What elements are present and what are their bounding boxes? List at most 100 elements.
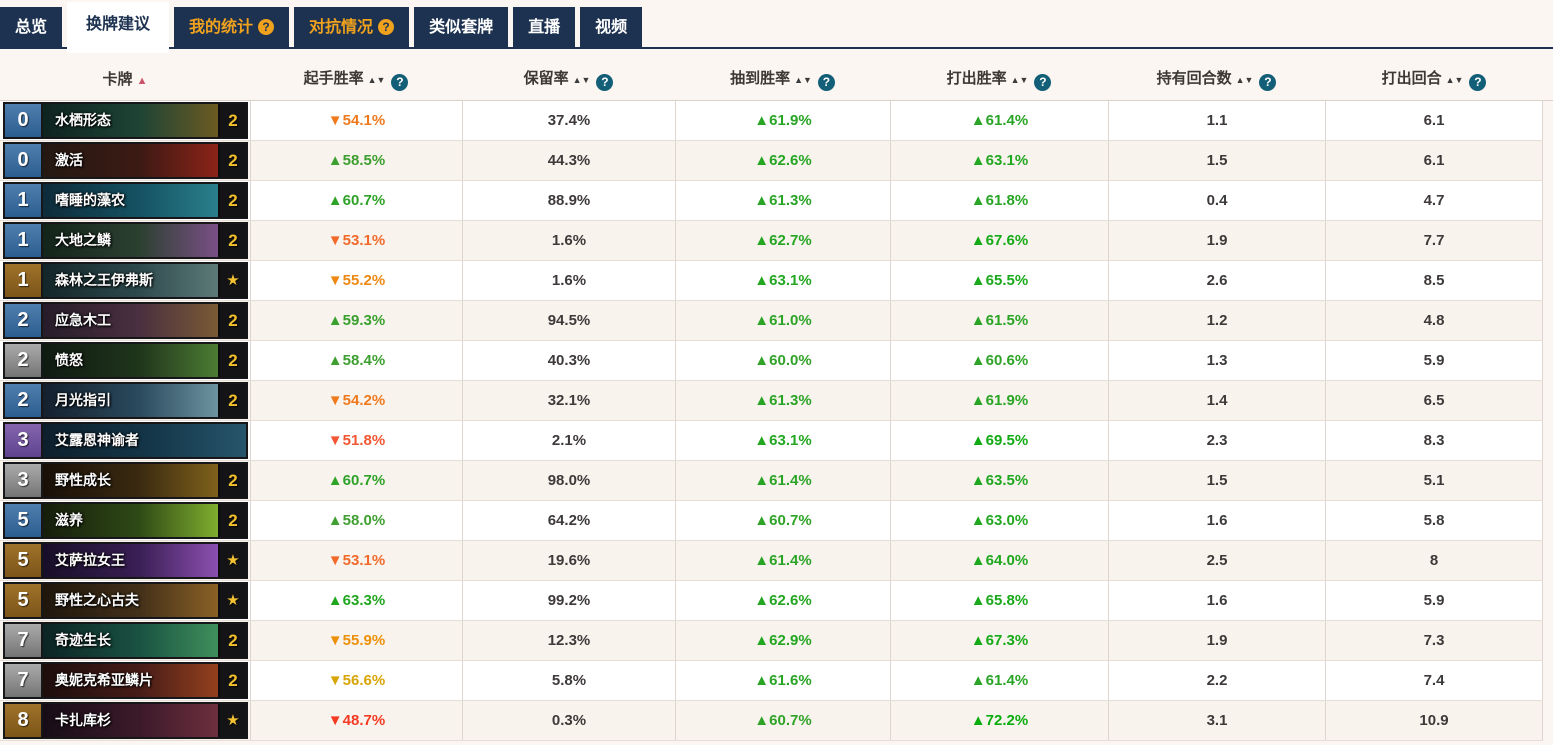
- played-winrate: ▲72.2%: [890, 701, 1108, 740]
- table-row: 7 奥妮克希亚鳞片 2 ▼56.6% 5.8% ▲61.6% ▲61.4% 2.…: [0, 661, 1543, 701]
- card-name: 月光指引: [55, 392, 111, 408]
- help-icon[interactable]: ?: [258, 19, 275, 35]
- turn-played: 6.5: [1325, 381, 1543, 420]
- tab-label: 我的统计: [189, 19, 254, 36]
- column-header-played-winrate[interactable]: 打出胜率 ▲▼?: [890, 59, 1108, 91]
- kept-rate: 5.8%: [462, 661, 675, 700]
- card-tile[interactable]: 7 奇迹生长 2: [3, 622, 248, 659]
- tab-label: 类似套牌: [429, 19, 494, 36]
- help-icon[interactable]: ?: [1259, 73, 1277, 91]
- drawn-winrate: ▲61.9%: [675, 101, 890, 140]
- turns-held: 1.9: [1108, 621, 1325, 660]
- card-name: 滋养: [55, 512, 83, 528]
- mana-cost: 2: [5, 384, 43, 417]
- tab-label: 换牌建议: [86, 16, 151, 33]
- card-art: 水栖形态: [43, 104, 218, 137]
- turn-played: 8.5: [1325, 261, 1543, 300]
- card-count: 2: [218, 144, 246, 177]
- column-header-turns-held[interactable]: 持有回合数 ▲▼?: [1108, 59, 1325, 91]
- card-tile[interactable]: 2 月光指引 2: [3, 382, 248, 419]
- mana-cost: 1: [5, 184, 43, 217]
- column-label: 打出回合: [1381, 69, 1442, 87]
- card-name: 奇迹生长: [55, 632, 111, 648]
- help-icon[interactable]: ?: [378, 19, 395, 35]
- card-name: 奥妮克希亚鳞片: [55, 672, 153, 688]
- tab-0[interactable]: 总览: [0, 7, 63, 48]
- column-header-drawn-winrate[interactable]: 抽到胜率 ▲▼?: [675, 59, 890, 91]
- card-tile[interactable]: 1 大地之鳞 2: [3, 222, 248, 259]
- card-art: 应急木工: [43, 304, 218, 337]
- card-cell: 8 卡扎库杉 ★: [0, 701, 250, 740]
- card-art: 滋养: [43, 504, 218, 537]
- tab-2[interactable]: 我的统计?: [174, 7, 290, 48]
- kept-rate: 2.1%: [462, 421, 675, 460]
- tab-3[interactable]: 对抗情况?: [294, 7, 410, 48]
- column-header-kept-rate[interactable]: 保留率 ▲▼?: [462, 59, 675, 91]
- sort-icons: ▲▼: [572, 74, 591, 85]
- card-tile[interactable]: 2 愤怒 2: [3, 342, 248, 379]
- turns-held: 1.4: [1108, 381, 1325, 420]
- help-icon[interactable]: ?: [596, 73, 614, 91]
- card-art: 森林之王伊弗斯: [43, 264, 218, 297]
- played-winrate: ▲61.5%: [890, 301, 1108, 340]
- sort-asc-icon: ▲: [136, 75, 148, 87]
- card-name: 野性成长: [55, 472, 111, 488]
- card-tile[interactable]: 1 嗜睡的藻农 2: [3, 182, 248, 219]
- card-tile[interactable]: 7 奥妮克希亚鳞片 2: [3, 662, 248, 699]
- drawn-winrate: ▲61.3%: [675, 181, 890, 220]
- card-tile[interactable]: 0 激活 2: [3, 142, 248, 179]
- mulligan-winrate: ▼53.1%: [250, 221, 462, 260]
- played-winrate: ▲64.0%: [890, 541, 1108, 580]
- card-tile[interactable]: 8 卡扎库杉 ★: [3, 702, 248, 739]
- sort-icons: ▲▼: [1010, 74, 1029, 85]
- played-winrate: ▲61.9%: [890, 381, 1108, 420]
- help-icon[interactable]: ?: [817, 73, 835, 91]
- card-cell: 7 奇迹生长 2: [0, 621, 250, 660]
- card-tile[interactable]: 1 森林之王伊弗斯 ★: [3, 262, 248, 299]
- kept-rate: 64.2%: [462, 501, 675, 540]
- column-header-card[interactable]: 卡牌 ▲: [0, 60, 250, 89]
- card-tile[interactable]: 3 野性成长 2: [3, 462, 248, 499]
- sort-icons: ▲▼: [1445, 74, 1464, 85]
- card-tile[interactable]: 5 滋养 2: [3, 502, 248, 539]
- card-tile[interactable]: 0 水栖形态 2: [3, 102, 248, 139]
- turn-played: 6.1: [1325, 141, 1543, 180]
- help-icon[interactable]: ?: [1469, 73, 1487, 91]
- mulligan-winrate: ▲58.0%: [250, 501, 462, 540]
- card-art: 野性之心古夫: [43, 584, 218, 617]
- card-count: ★: [218, 704, 246, 737]
- mana-cost: 5: [5, 504, 43, 537]
- card-tile[interactable]: 5 野性之心古夫 ★: [3, 582, 248, 619]
- played-winrate: ▲65.5%: [890, 261, 1108, 300]
- table-row: 3 野性成长 2 ▲60.7% 98.0% ▲61.4% ▲63.5% 1.5 …: [0, 461, 1543, 501]
- tab-1[interactable]: 换牌建议: [67, 2, 170, 53]
- help-icon[interactable]: ?: [1034, 73, 1052, 91]
- card-tile[interactable]: 5 艾萨拉女王 ★: [3, 542, 248, 579]
- card-cell: 1 大地之鳞 2: [0, 221, 250, 260]
- table-row: 0 水栖形态 2 ▼54.1% 37.4% ▲61.9% ▲61.4% 1.1 …: [0, 101, 1543, 141]
- card-tile[interactable]: 2 应急木工 2: [3, 302, 248, 339]
- tab-6[interactable]: 视频: [580, 7, 643, 48]
- mana-cost: 2: [5, 304, 43, 337]
- mulligan-table-body: 0 水栖形态 2 ▼54.1% 37.4% ▲61.9% ▲61.4% 1.1 …: [0, 100, 1553, 741]
- turns-held: 2.6: [1108, 261, 1325, 300]
- mulligan-table-header: 卡牌 ▲ 起手胜率 ▲▼? 保留率 ▲▼? 抽到胜率 ▲▼? 打出胜率 ▲▼? 持有回合数…: [0, 49, 1543, 100]
- column-header-turn-played[interactable]: 打出回合 ▲▼?: [1325, 59, 1543, 91]
- mana-cost: 5: [5, 584, 43, 617]
- table-row: 1 大地之鳞 2 ▼53.1% 1.6% ▲62.7% ▲67.6% 1.9 7…: [0, 221, 1543, 261]
- card-tile[interactable]: 3 艾露恩神谕者: [3, 422, 248, 459]
- help-icon[interactable]: ?: [391, 73, 409, 91]
- tab-4[interactable]: 类似套牌: [414, 7, 509, 48]
- column-header-mulligan-winrate[interactable]: 起手胜率 ▲▼?: [250, 59, 462, 91]
- turns-held: 1.9: [1108, 221, 1325, 260]
- mulligan-winrate: ▲58.5%: [250, 141, 462, 180]
- drawn-winrate: ▲62.7%: [675, 221, 890, 260]
- card-count: ★: [218, 264, 246, 297]
- card-art: 愤怒: [43, 344, 218, 377]
- drawn-winrate: ▲60.7%: [675, 501, 890, 540]
- card-name: 卡扎库杉: [55, 712, 111, 728]
- mulligan-winrate: ▼51.8%: [250, 421, 462, 460]
- tab-5[interactable]: 直播: [513, 7, 576, 48]
- turn-played: 5.1: [1325, 461, 1543, 500]
- sort-icons: ▲▼: [794, 74, 812, 85]
